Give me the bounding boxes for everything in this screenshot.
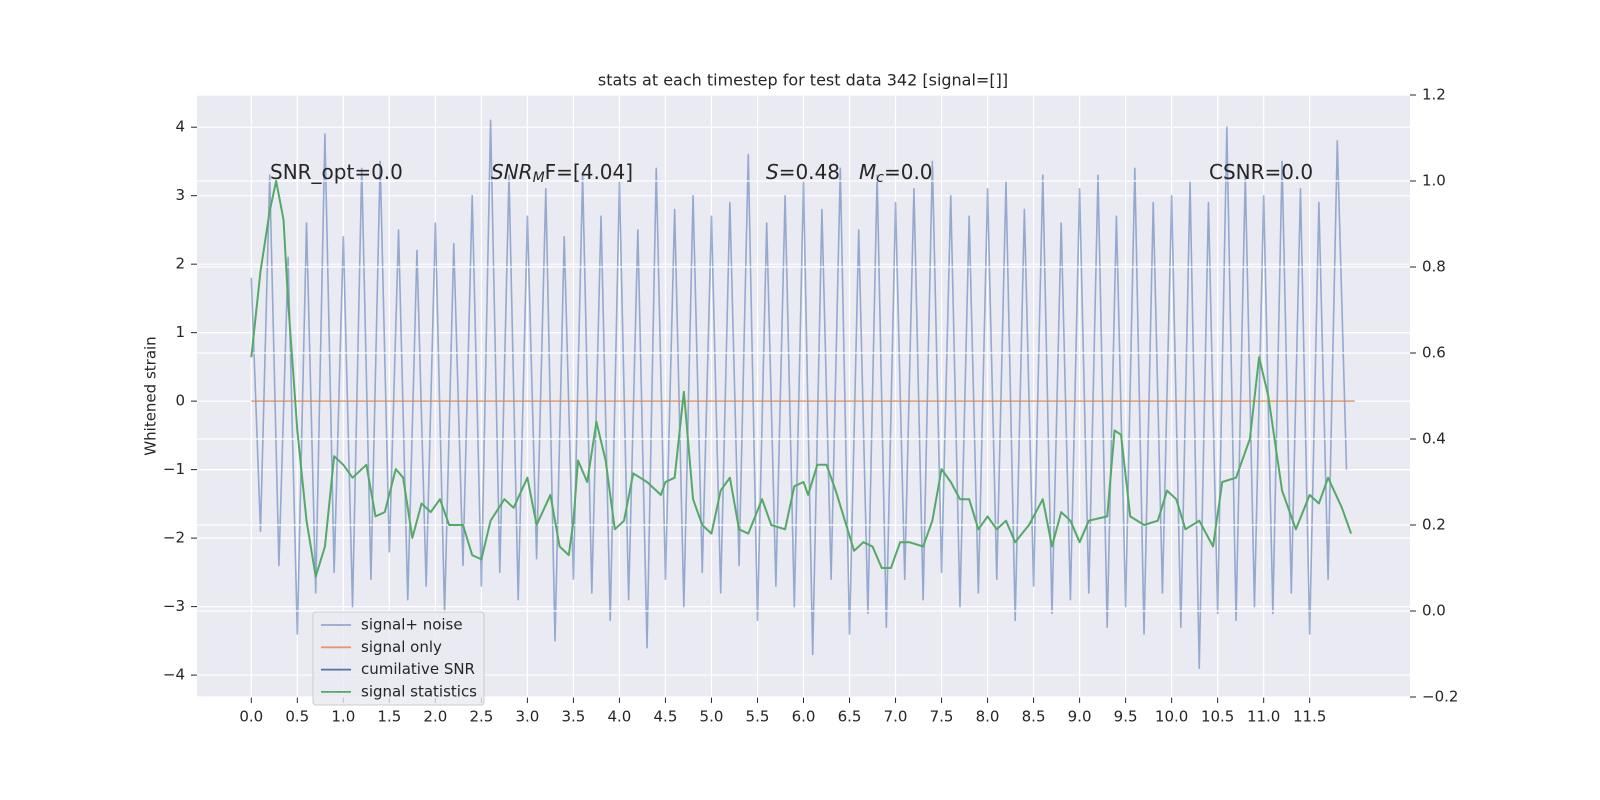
annotation-rest: F=[4.04] bbox=[545, 160, 633, 184]
x-tick-label: 11.0 bbox=[1247, 708, 1280, 726]
y2-tick-label: 0.8 bbox=[1422, 258, 1446, 276]
x-tick-label: 0.5 bbox=[285, 708, 309, 726]
x-tick-label: 3.0 bbox=[515, 708, 539, 726]
y-tick-label: 0 bbox=[175, 392, 185, 410]
x-tick-label: 7.5 bbox=[930, 708, 954, 726]
annotation-rest: =0.48 bbox=[779, 160, 840, 184]
x-tick-label: 8.5 bbox=[1022, 708, 1046, 726]
annotation-main: CSNR=0.0 bbox=[1209, 160, 1313, 184]
annotation-main: S bbox=[766, 160, 779, 184]
x-tick-label: 2.0 bbox=[423, 708, 447, 726]
annotation: SNRMF=[4.04] bbox=[491, 160, 633, 187]
y2-tick-label: 0.4 bbox=[1422, 430, 1446, 448]
annotation: CSNR=0.0 bbox=[1209, 160, 1313, 184]
y2-tick-label: 0.2 bbox=[1422, 516, 1446, 534]
y2-tick-label: 1.0 bbox=[1422, 172, 1446, 190]
y-tick-label: −3 bbox=[163, 597, 185, 615]
annotation-sub: c bbox=[876, 170, 884, 186]
legend-label: cumilative SNR bbox=[361, 660, 475, 678]
x-tick-label: 5.5 bbox=[746, 708, 770, 726]
y-tick-label: 4 bbox=[175, 118, 185, 136]
x-tick-label: 1.5 bbox=[377, 708, 401, 726]
annotation-main: M bbox=[859, 160, 876, 184]
legend-box bbox=[312, 611, 485, 706]
y-tick-label: −1 bbox=[163, 460, 185, 478]
x-tick-label: 4.5 bbox=[654, 708, 678, 726]
x-tick-label: 4.0 bbox=[608, 708, 632, 726]
x-tick-label: 0.0 bbox=[239, 708, 263, 726]
annotation-rest: =0.0 bbox=[884, 160, 933, 184]
x-tick-label: 9.5 bbox=[1114, 708, 1138, 726]
annotation: S=0.48 bbox=[766, 160, 840, 184]
x-tick-label: 2.5 bbox=[469, 708, 493, 726]
x-tick-label: 10.0 bbox=[1155, 708, 1188, 726]
y2-tick-label: 0.0 bbox=[1422, 602, 1446, 620]
chart-title: stats at each timestep for test data 342… bbox=[598, 71, 1008, 90]
series-line bbox=[250, 119, 1348, 670]
y-tick-label: −2 bbox=[163, 529, 185, 547]
x-tick-label: 8.0 bbox=[976, 708, 1000, 726]
x-tick-label: 5.0 bbox=[700, 708, 724, 726]
x-tick-label: 6.5 bbox=[838, 708, 862, 726]
x-tick-label: 7.0 bbox=[884, 708, 908, 726]
annotation-main: SNR bbox=[491, 160, 533, 184]
y-tick-label: −4 bbox=[163, 666, 185, 684]
x-tick-label: 1.0 bbox=[331, 708, 355, 726]
legend-label: signal statistics bbox=[361, 682, 477, 700]
legend-label: signal only bbox=[361, 638, 442, 656]
y2-tick-label: 0.6 bbox=[1422, 344, 1446, 362]
y-tick-label: 2 bbox=[175, 255, 185, 273]
x-tick-label: 11.5 bbox=[1293, 708, 1326, 726]
y-tick-label: 3 bbox=[175, 186, 185, 204]
y-axis-label: Whitened strain bbox=[142, 336, 160, 455]
legend-label: signal+ noise bbox=[361, 616, 463, 634]
annotation-main: SNR_opt=0.0 bbox=[270, 160, 403, 184]
x-tick-label: 6.0 bbox=[792, 708, 816, 726]
annotation: Mc=0.0 bbox=[859, 160, 933, 187]
y-tick-label: 1 bbox=[175, 323, 185, 341]
x-tick-label: 9.0 bbox=[1068, 708, 1092, 726]
annotation: SNR_opt=0.0 bbox=[270, 160, 403, 184]
annotation-sub: M bbox=[533, 170, 545, 186]
y2-tick-label: 1.2 bbox=[1422, 86, 1446, 104]
x-tick-label: 10.5 bbox=[1201, 708, 1234, 726]
series-line bbox=[250, 180, 1353, 578]
y2-tick-label: −0.2 bbox=[1422, 688, 1458, 706]
x-tick-label: 3.5 bbox=[561, 708, 585, 726]
